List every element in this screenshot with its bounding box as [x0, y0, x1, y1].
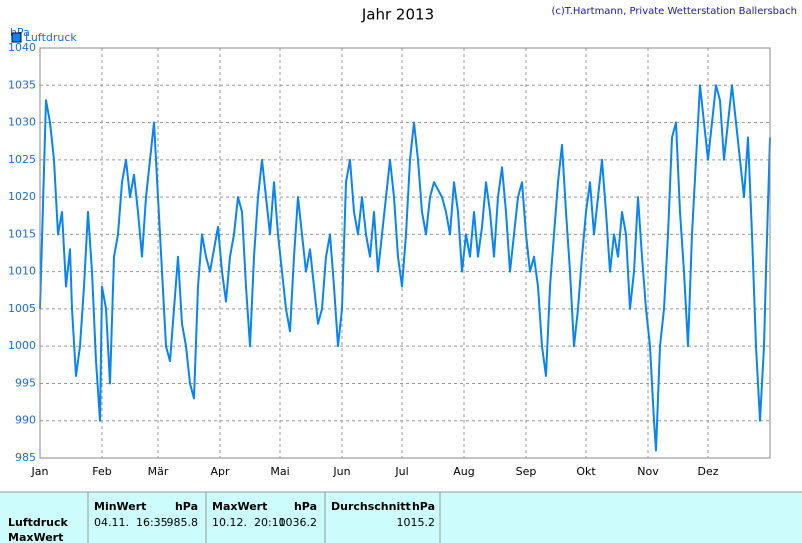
y-tick-label: 995 — [15, 376, 36, 389]
y-tick-label: 1010 — [8, 265, 36, 278]
y-tick-label: 1030 — [8, 116, 36, 129]
line — [39, 84, 771, 452]
y-tick-label: 1005 — [8, 302, 36, 315]
table-header: MaxWert — [212, 500, 267, 513]
x-tick-label: Mär — [148, 465, 169, 478]
y-tick-label: 1040 — [8, 41, 36, 54]
x-tick-label: Apr — [210, 465, 230, 478]
y-tick-label: 1015 — [8, 227, 36, 240]
table-cell: 1036.2 — [279, 516, 318, 529]
y-tick-label: 985 — [15, 451, 36, 464]
x-tick-label: Mai — [270, 465, 289, 478]
table-cell: 1015.2 — [397, 516, 436, 529]
x-tick-label: Jan — [31, 465, 49, 478]
table-cell: 04.11. 16:35 — [94, 516, 168, 529]
x-tick-label: Aug — [453, 465, 474, 478]
table-header: Durchschnitt — [331, 500, 411, 513]
x-tick-label: Okt — [576, 465, 596, 478]
y-tick-label: 990 — [15, 414, 36, 427]
x-tick-label: Jul — [394, 465, 408, 478]
table-unit: hPa — [412, 500, 435, 513]
table-unit: hPa — [294, 500, 317, 513]
chart-title: Jahr 2013 — [361, 6, 434, 24]
y-tick-label: 1020 — [8, 190, 36, 203]
legend-swatch — [11, 32, 22, 43]
y-tick-label: 1000 — [8, 339, 36, 352]
row-label: MaxWert — [8, 531, 63, 543]
y-tick-label: 1025 — [8, 153, 36, 166]
table-header: MinWert — [94, 500, 146, 513]
table-cell: 10.12. 20:10 — [212, 516, 286, 529]
plot-area — [39, 47, 771, 459]
x-tick-label: Sep — [516, 465, 537, 478]
x-tick-label: Nov — [637, 465, 659, 478]
x-tick-label: Dez — [697, 465, 718, 478]
x-tick-label: Feb — [92, 465, 111, 478]
table-cell: 985.8 — [167, 516, 199, 529]
row-label: Luftdruck — [8, 516, 69, 529]
credit: (c)T.Hartmann, Private Wetterstation Bal… — [551, 6, 797, 17]
x-tick-label: Jun — [332, 465, 350, 478]
y-tick-label: 1035 — [8, 78, 36, 91]
table-unit: hPa — [175, 500, 198, 513]
table-bg — [0, 492, 802, 543]
legend-label: Luftdruck — [25, 31, 77, 44]
